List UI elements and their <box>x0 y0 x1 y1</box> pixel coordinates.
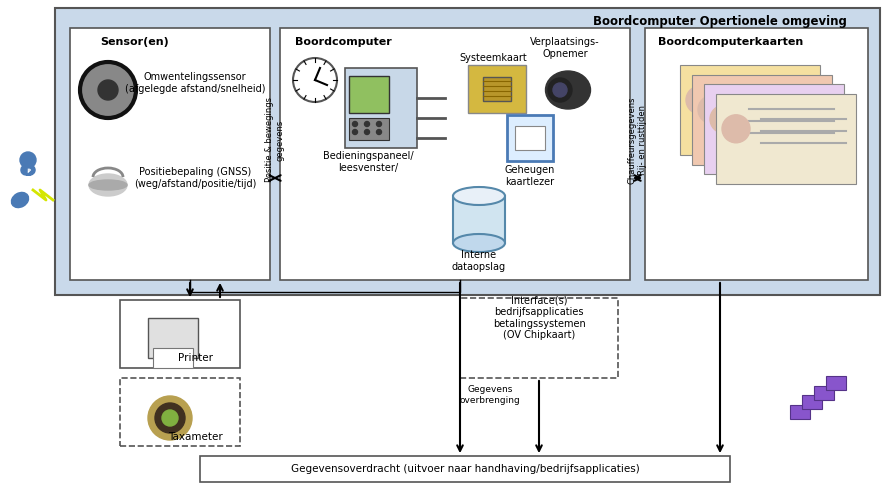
Bar <box>802 396 822 409</box>
Bar <box>153 348 193 368</box>
Ellipse shape <box>89 180 127 190</box>
Bar <box>692 75 832 165</box>
Text: Taxameter: Taxameter <box>168 432 222 442</box>
Bar <box>349 76 389 113</box>
Circle shape <box>80 62 136 118</box>
Bar <box>280 28 630 280</box>
Bar <box>55 8 880 295</box>
Bar <box>704 84 844 174</box>
Bar <box>814 386 834 400</box>
Bar <box>483 77 511 101</box>
Circle shape <box>376 129 382 134</box>
Text: Boordcomputer Opertionele omgeving: Boordcomputer Opertionele omgeving <box>593 16 847 29</box>
Bar <box>680 65 820 155</box>
Ellipse shape <box>546 71 590 109</box>
Bar <box>790 405 810 419</box>
Text: Bedieningspaneel/
leesvenster/: Bedieningspaneel/ leesvenster/ <box>323 151 413 173</box>
Text: Gegevensoverdracht (uitvoer naar handhaving/bedrijfsapplicaties): Gegevensoverdracht (uitvoer naar handhav… <box>290 464 640 474</box>
Circle shape <box>352 129 358 134</box>
Bar <box>460 298 618 378</box>
Bar <box>120 300 240 368</box>
Text: Chauffeursgegevens
Rij- en rusttijden: Chauffeursgegevens Rij- en rusttijden <box>627 96 647 184</box>
Text: Sensor(en): Sensor(en) <box>100 37 168 47</box>
Text: Interface(s)
bedrijfsapplicaties
betalingssystemen
(OV Chipkaart): Interface(s) bedrijfsapplicaties betalin… <box>493 296 585 340</box>
Ellipse shape <box>453 234 505 252</box>
Bar <box>716 94 856 184</box>
Bar <box>345 68 417 148</box>
Text: Positie & bewegings
gegevens: Positie & bewegings gegevens <box>265 97 285 183</box>
Ellipse shape <box>453 187 505 205</box>
Bar <box>200 456 730 482</box>
Text: Printer: Printer <box>177 353 212 363</box>
Bar <box>148 318 198 358</box>
Text: Systeemkaart: Systeemkaart <box>459 53 527 63</box>
Circle shape <box>293 58 337 102</box>
Bar <box>70 28 270 280</box>
Bar <box>826 376 846 390</box>
Bar <box>453 196 505 243</box>
Text: Gegevens
overbrenging: Gegevens overbrenging <box>460 385 521 405</box>
Text: Interne
dataopslag: Interne dataopslag <box>452 250 506 272</box>
Text: Positiebepaling (GNSS)
(weg/afstand/positie/tijd): Positiebepaling (GNSS) (weg/afstand/posi… <box>134 167 256 189</box>
Circle shape <box>553 83 567 97</box>
Bar <box>349 118 389 140</box>
Bar <box>120 378 240 446</box>
Text: Verplaatsings-
Opnemer: Verplaatsings- Opnemer <box>530 37 599 59</box>
Bar <box>515 126 545 150</box>
Circle shape <box>698 95 726 123</box>
Circle shape <box>20 152 36 168</box>
Bar <box>645 28 868 280</box>
Text: Boordcomputer: Boordcomputer <box>295 37 392 47</box>
Circle shape <box>376 122 382 126</box>
Text: Boordcomputerkaarten: Boordcomputerkaarten <box>658 37 803 47</box>
Circle shape <box>98 80 118 100</box>
Circle shape <box>148 396 192 440</box>
Circle shape <box>722 115 750 143</box>
Circle shape <box>162 410 178 426</box>
Circle shape <box>710 105 738 133</box>
Text: Omwentelingssensor
(afgelegde afstand/snelheid): Omwentelingssensor (afgelegde afstand/sn… <box>125 72 265 94</box>
Ellipse shape <box>12 192 29 208</box>
Circle shape <box>365 122 369 126</box>
Circle shape <box>352 122 358 126</box>
Text: Geheugen
kaartlezer: Geheugen kaartlezer <box>504 165 556 187</box>
Circle shape <box>548 78 572 102</box>
Circle shape <box>686 86 714 114</box>
Bar <box>468 65 526 113</box>
Ellipse shape <box>89 174 127 196</box>
Circle shape <box>365 129 369 134</box>
Circle shape <box>155 403 185 433</box>
